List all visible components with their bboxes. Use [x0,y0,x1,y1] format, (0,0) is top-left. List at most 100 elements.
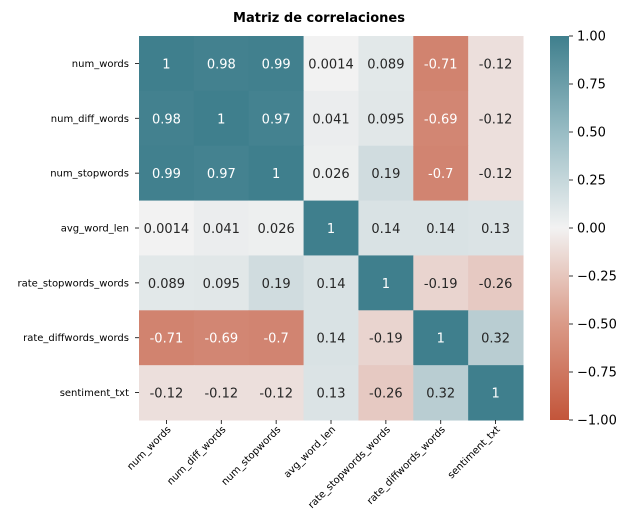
heatmap-cell [139,36,195,92]
heatmap-cell [303,36,359,92]
cell-value-label: -0.12 [150,387,184,402]
heatmap-cell [358,36,414,92]
heatmap-cell [303,255,359,311]
heatmap-cell [468,200,524,256]
x-tick-label: num_words [125,424,173,472]
cell-value-label: 0.19 [371,167,400,182]
cell-value-label: 0.99 [152,167,181,182]
y-tick-label: sentiment_txt [60,388,129,399]
cell-value-label: 0.13 [317,387,346,402]
heatmap-cell [303,90,359,147]
heatmap-cell [303,200,359,256]
chart-title: Matriz de correlaciones [233,11,405,26]
cell-value-label: 0.32 [426,387,455,402]
cell-value-label: 0.095 [367,112,404,127]
heatmap-cell [413,36,469,92]
cell-value-label: -0.12 [479,167,513,182]
x-tick-label: avg_word_len [282,424,338,480]
heatmap-cell [358,90,414,147]
y-tick-label: num_stopwords [50,169,129,180]
cell-value-label: 0.0014 [308,57,354,72]
cell-value-label: 1 [217,112,225,127]
cell-value-label: 0.089 [367,57,404,72]
heatmap-cell [358,365,414,421]
heatmap-cell [468,310,524,366]
heatmap-cell [468,36,524,92]
cell-value-label: 0.98 [152,112,181,127]
heatmap-cell [139,90,195,147]
colorbar-tick-label: −0.25 [577,270,617,285]
heatmap-cell [193,200,250,256]
x-tick-label: num_diff_words [165,424,228,487]
cell-value-label: 0.32 [481,332,510,347]
heatmap-cell [139,255,195,311]
heatmap-cell [193,90,250,147]
cell-value-label: 0.14 [371,222,400,237]
heatmap-cell [248,255,305,311]
cell-value-label: 1 [327,222,335,237]
heatmap-cell [358,310,414,366]
heatmap-cell [468,255,524,311]
heatmap-cell [303,145,359,202]
heatmap-cell [193,365,250,421]
heatmap-cell [139,200,195,256]
cell-value-label: 1 [437,332,445,347]
y-axis: num_words num_diff_words num_stopwords avg_… [18,59,139,399]
cell-value-label: 1 [162,57,170,72]
x-tick-label: num_stopwords [220,424,284,488]
cell-value-label: 0.97 [262,112,291,127]
colorbar-tick-label: 1.00 [577,30,606,45]
cell-value-label: -0.12 [259,387,293,402]
heatmap-cell [248,145,305,202]
heatmap-cell [413,145,469,202]
cell-value-label: 0.97 [207,167,236,182]
heatmap-cell [413,200,469,256]
heatmap-cell [193,255,250,311]
cell-value-label: 1 [491,387,499,402]
colorbar-tick-label: −0.50 [577,318,617,333]
heatmap-cell [248,310,305,366]
cell-value-label: 0.19 [262,277,291,292]
cell-value-label: 0.14 [317,277,346,292]
cell-value-label: 0.089 [148,277,185,292]
cell-value-label: 0.14 [317,332,346,347]
colorbar-tick-label: −0.75 [577,366,617,381]
heatmap-cell [468,145,524,202]
cell-value-label: 1 [382,277,390,292]
heatmap-cell [248,90,305,147]
heatmap-cell [248,365,305,421]
cell-value-label: -0.71 [424,57,458,72]
cell-value-label: -0.19 [369,332,403,347]
heatmap-cell [139,145,195,202]
cell-value-label: 0.0014 [144,222,190,237]
cell-value-label: -0.7 [428,167,453,182]
x-axis: num_wordsnum_diff_wordsnum_stopwordsavg_… [125,420,503,511]
heatmap-cell [413,310,469,366]
cell-value-label: -0.7 [263,332,288,347]
cell-value-label: -0.71 [150,332,184,347]
x-tick-label: sentiment_txt [446,424,503,481]
cell-value-label: 1 [272,167,280,182]
heatmap-cell [468,365,524,421]
colorbar-tick-label: 0.50 [577,126,606,141]
colorbar-axis: −1.00 −0.75 −0.50 −0.25 0.00 0.25 0.50 0.75 1.00 [569,30,617,429]
cell-value-label: -0.12 [479,112,513,127]
heatmap-cell [248,200,305,256]
cell-value-label: 0.13 [481,222,510,237]
cell-value-label: 0.026 [258,222,295,237]
heatmap-cell-labels: 1 0.98 0.99 0.0014 0.089 -0.71 -0.120.98 1 0.97 0… [144,57,513,401]
cell-value-label: -0.26 [369,387,403,402]
y-tick-label: num_words [72,59,129,70]
cell-value-label: 0.041 [203,222,240,237]
cell-value-label: -0.69 [204,332,238,347]
heatmap-cell [139,365,195,421]
cell-value-label: -0.69 [424,112,458,127]
heatmap-cell [413,365,469,421]
cell-value-label: -0.19 [424,277,458,292]
heatmap-cell [413,255,469,311]
heatmap-cell [358,255,414,311]
heatmap-cell [358,145,414,202]
heatmap-cell [193,145,250,202]
heatmap-cell [303,310,359,366]
